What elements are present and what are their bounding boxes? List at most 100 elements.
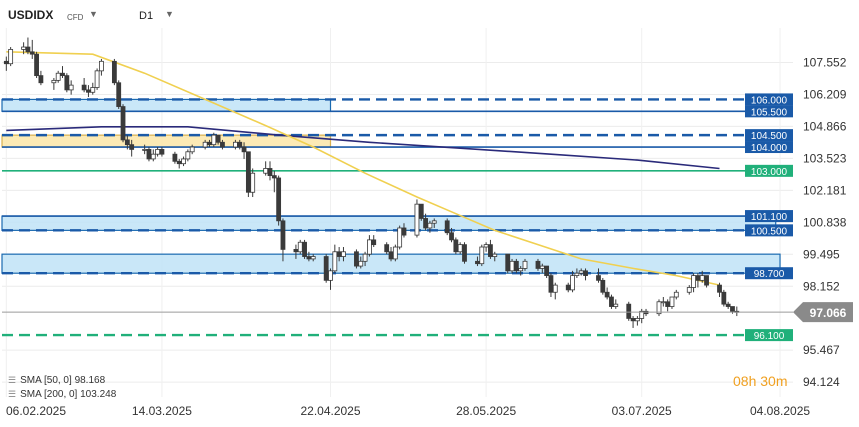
candle-body: [401, 227, 407, 236]
candle-body: [332, 251, 338, 272]
candle-body: [397, 227, 403, 248]
sma200-legend[interactable]: ☰ SMA [200, 0] 103.248: [8, 389, 116, 400]
moving-averages: [6, 51, 720, 286]
candle-body: [297, 241, 303, 253]
time-tick: 04.08.2025: [750, 404, 810, 418]
candles: [2, 37, 793, 328]
sr-zone: [1, 134, 332, 148]
candle-body: [207, 141, 212, 146]
candle-body: [34, 53, 39, 77]
instrument-type: CFD: [67, 13, 84, 22]
candle-body: [38, 75, 44, 84]
timeframe-dropdown-icon[interactable]: ▼: [165, 9, 174, 19]
candle-body: [518, 268, 524, 272]
candle-body: [613, 303, 619, 307]
candle-body: [578, 270, 584, 274]
candle-body: [488, 244, 493, 257]
candle-body: [367, 239, 372, 255]
indicator-menu-icon[interactable]: ☰: [8, 389, 17, 399]
candle-body: [293, 248, 299, 253]
candle-body: [358, 260, 364, 267]
candle-body: [570, 275, 575, 291]
candle-body: [233, 141, 238, 148]
candle-body: [155, 149, 161, 155]
candle-body: [60, 72, 65, 77]
sma50-line: [6, 51, 720, 286]
indicator-menu-icon[interactable]: ☰: [8, 375, 17, 385]
time-tick: 28.05.2025: [456, 404, 516, 418]
time-tick: 03.07.2025: [612, 404, 672, 418]
candle-body: [220, 141, 225, 148]
candle-body: [453, 239, 459, 253]
candle-body: [544, 265, 550, 276]
level-label: 98.700: [754, 269, 785, 280]
time-tick: 22.04.2025: [300, 404, 360, 418]
level-label-box: [745, 329, 793, 342]
candle-body: [600, 279, 606, 293]
candle-body: [354, 251, 359, 267]
candle-body: [673, 291, 679, 298]
candle-body: [704, 275, 709, 286]
candle-body: [384, 244, 390, 253]
sma50-legend[interactable]: ☰ SMA [50, 0] 98.168: [8, 375, 105, 386]
candle-body: [626, 303, 632, 319]
price-tick: 107.552: [803, 55, 847, 69]
candle-body: [276, 177, 282, 222]
candle-body: [695, 275, 701, 281]
candle-body: [3, 60, 9, 65]
candle-body: [150, 153, 156, 160]
level-label: 103.000: [751, 167, 788, 178]
candle-body: [505, 253, 511, 272]
candle-body: [176, 160, 182, 165]
candle-body: [64, 75, 70, 91]
level-label-box: [745, 93, 793, 106]
time-axis: 06.02.2025 14.03.2025 22.04.2025 28.05.2025…: [6, 404, 810, 418]
symbol-dropdown-icon[interactable]: ▼: [89, 9, 98, 19]
timeframe-selector[interactable]: D1: [139, 10, 154, 22]
price-tick: 102.181: [803, 183, 847, 197]
candle-body: [302, 241, 307, 257]
candle-body: [245, 151, 251, 193]
candle-body: [185, 151, 191, 160]
time-tick: 06.02.2025: [6, 404, 66, 418]
candle-body: [120, 106, 126, 141]
candle-body: [68, 84, 74, 91]
candle-body: [111, 60, 117, 84]
symbol-name[interactable]: USDIDX: [8, 8, 54, 22]
candle-body: [639, 310, 645, 319]
candle-body: [449, 232, 454, 241]
candle-body: [392, 246, 398, 260]
candle-body: [574, 272, 580, 276]
candle-body: [189, 146, 195, 153]
candle-body: [699, 275, 705, 281]
candle-body: [8, 49, 14, 65]
candle-body: [172, 153, 178, 162]
candle-body: [362, 253, 368, 262]
candle-body: [81, 84, 87, 91]
sma200-line: [6, 126, 720, 170]
candle-body: [328, 270, 333, 281]
price-tick: 100.838: [803, 215, 847, 229]
candle-body: [280, 220, 286, 250]
candle-body: [29, 51, 35, 55]
candle-body: [475, 260, 480, 265]
candle-body: [492, 253, 498, 257]
candle-body: [215, 134, 221, 143]
sma50-value: 98.168: [74, 375, 106, 386]
candle-body: [686, 287, 692, 293]
level-label-box: [745, 141, 793, 154]
candle-body: [513, 260, 519, 272]
candle-body: [423, 218, 428, 229]
candle-body: [462, 244, 467, 262]
candle-body: [522, 260, 528, 269]
sma200-value: 103.248: [80, 389, 117, 400]
price-tick: 103.523: [803, 151, 847, 165]
candle-body: [717, 284, 722, 293]
level-label-box: [745, 105, 793, 118]
candle-body: [691, 275, 696, 288]
candle-body: [457, 244, 463, 253]
candle-body: [371, 239, 377, 246]
candle-body: [427, 222, 433, 229]
level-label-box: [745, 267, 793, 280]
